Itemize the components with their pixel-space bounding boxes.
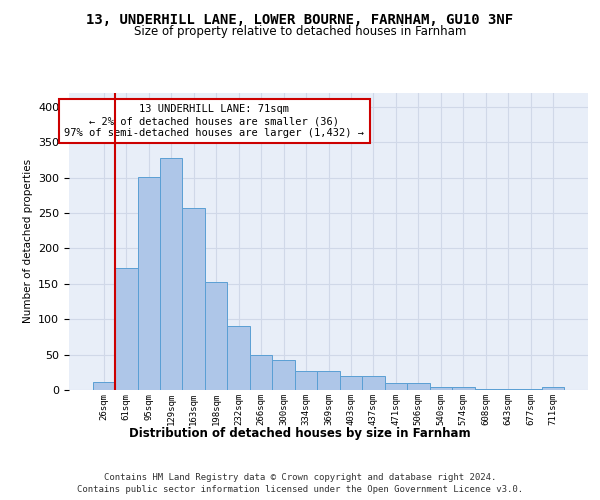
Bar [227,326,250,390]
Bar [295,371,317,390]
Bar [340,376,362,390]
Text: 13 UNDERHILL LANE: 71sqm
← 2% of detached houses are smaller (36)
97% of semi-de: 13 UNDERHILL LANE: 71sqm ← 2% of detache… [64,104,364,138]
Bar [205,282,227,390]
Bar [452,387,475,390]
Bar [362,376,385,390]
Bar [317,371,340,390]
Bar [407,383,430,390]
Bar [182,208,205,390]
Bar [137,177,160,390]
Bar [115,268,137,390]
Text: Contains public sector information licensed under the Open Government Licence v3: Contains public sector information licen… [77,485,523,494]
Bar [430,387,452,390]
Text: Distribution of detached houses by size in Farnham: Distribution of detached houses by size … [129,428,471,440]
Bar [160,158,182,390]
Bar [272,360,295,390]
Bar [385,383,407,390]
Bar [250,354,272,390]
Bar [542,387,565,390]
Text: Size of property relative to detached houses in Farnham: Size of property relative to detached ho… [134,25,466,38]
Text: 13, UNDERHILL LANE, LOWER BOURNE, FARNHAM, GU10 3NF: 13, UNDERHILL LANE, LOWER BOURNE, FARNHA… [86,12,514,26]
Bar [92,382,115,390]
Y-axis label: Number of detached properties: Number of detached properties [23,159,32,324]
Text: Contains HM Land Registry data © Crown copyright and database right 2024.: Contains HM Land Registry data © Crown c… [104,472,496,482]
